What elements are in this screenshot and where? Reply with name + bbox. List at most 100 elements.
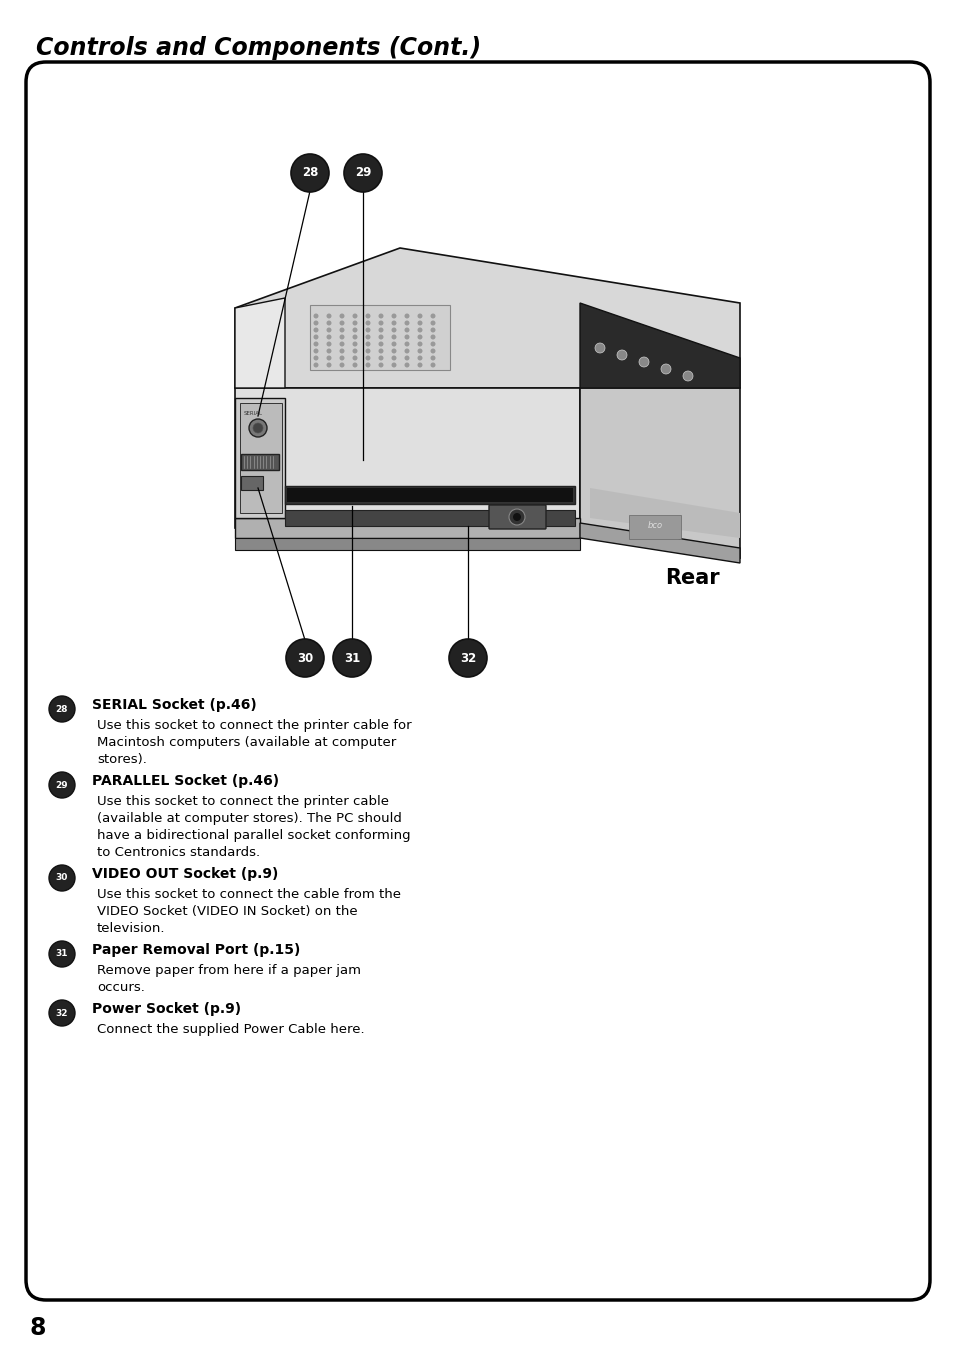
Circle shape	[314, 363, 318, 368]
FancyBboxPatch shape	[310, 306, 450, 369]
Circle shape	[314, 327, 318, 333]
Text: 31: 31	[55, 949, 69, 959]
Polygon shape	[234, 517, 579, 538]
Circle shape	[339, 327, 344, 333]
Circle shape	[378, 363, 383, 368]
Circle shape	[391, 327, 396, 333]
Polygon shape	[234, 398, 285, 517]
Circle shape	[49, 697, 75, 722]
Text: 32: 32	[459, 652, 476, 664]
Circle shape	[339, 320, 344, 326]
Circle shape	[339, 349, 344, 353]
Polygon shape	[234, 538, 579, 550]
Polygon shape	[234, 297, 285, 388]
Text: television.: television.	[97, 922, 165, 936]
Circle shape	[513, 513, 520, 521]
Text: SERIAL Socket (p.46): SERIAL Socket (p.46)	[91, 698, 256, 712]
Circle shape	[430, 314, 435, 319]
Circle shape	[430, 349, 435, 353]
Circle shape	[314, 314, 318, 319]
Text: PARALLEL Socket (p.46): PARALLEL Socket (p.46)	[91, 774, 279, 788]
Circle shape	[378, 341, 383, 346]
Circle shape	[639, 357, 648, 367]
Text: Connect the supplied Power Cable here.: Connect the supplied Power Cable here.	[97, 1023, 364, 1036]
Text: 28: 28	[301, 167, 318, 179]
Circle shape	[391, 314, 396, 319]
Circle shape	[291, 153, 329, 191]
Text: Use this socket to connect the printer cable: Use this socket to connect the printer c…	[97, 794, 389, 808]
Circle shape	[352, 356, 357, 360]
Text: Rear: Rear	[664, 568, 719, 588]
Circle shape	[391, 334, 396, 340]
Circle shape	[430, 334, 435, 340]
Text: Use this socket to connect the cable from the: Use this socket to connect the cable fro…	[97, 888, 400, 900]
Circle shape	[449, 640, 486, 678]
Circle shape	[352, 320, 357, 326]
Circle shape	[430, 363, 435, 368]
Circle shape	[404, 327, 409, 333]
Circle shape	[660, 364, 670, 373]
Circle shape	[352, 314, 357, 319]
Circle shape	[352, 341, 357, 346]
Circle shape	[339, 363, 344, 368]
Circle shape	[49, 865, 75, 891]
Circle shape	[365, 334, 370, 340]
Circle shape	[391, 341, 396, 346]
Circle shape	[378, 334, 383, 340]
FancyBboxPatch shape	[285, 511, 575, 526]
Circle shape	[417, 341, 422, 346]
Text: 30: 30	[56, 873, 68, 883]
Circle shape	[378, 314, 383, 319]
Circle shape	[378, 356, 383, 360]
Circle shape	[326, 334, 331, 340]
Polygon shape	[234, 249, 740, 388]
Circle shape	[430, 327, 435, 333]
Polygon shape	[589, 488, 740, 538]
Text: 32: 32	[55, 1009, 69, 1017]
Polygon shape	[579, 523, 740, 564]
Circle shape	[404, 363, 409, 368]
Text: Paper Removal Port (p.15): Paper Removal Port (p.15)	[91, 942, 300, 957]
Circle shape	[404, 356, 409, 360]
Circle shape	[352, 363, 357, 368]
Circle shape	[417, 320, 422, 326]
Text: stores).: stores).	[97, 752, 147, 766]
Circle shape	[404, 341, 409, 346]
Circle shape	[339, 341, 344, 346]
Circle shape	[391, 320, 396, 326]
Circle shape	[49, 941, 75, 967]
Text: 29: 29	[355, 167, 371, 179]
Circle shape	[314, 320, 318, 326]
Circle shape	[595, 344, 604, 353]
FancyBboxPatch shape	[285, 486, 575, 504]
Text: 29: 29	[55, 781, 69, 789]
Text: SERIAL: SERIAL	[244, 411, 263, 416]
Circle shape	[417, 314, 422, 319]
Circle shape	[365, 341, 370, 346]
Circle shape	[417, 349, 422, 353]
Circle shape	[339, 356, 344, 360]
Circle shape	[404, 314, 409, 319]
Circle shape	[391, 356, 396, 360]
Text: 31: 31	[343, 652, 359, 664]
Circle shape	[430, 341, 435, 346]
Circle shape	[365, 349, 370, 353]
Circle shape	[365, 363, 370, 368]
Circle shape	[253, 422, 263, 433]
Circle shape	[430, 356, 435, 360]
Circle shape	[326, 320, 331, 326]
Text: 30: 30	[296, 652, 313, 664]
Polygon shape	[579, 388, 740, 558]
Circle shape	[417, 327, 422, 333]
Circle shape	[391, 363, 396, 368]
Circle shape	[352, 327, 357, 333]
Circle shape	[378, 349, 383, 353]
Circle shape	[326, 363, 331, 368]
FancyBboxPatch shape	[241, 477, 263, 490]
Circle shape	[378, 320, 383, 326]
Circle shape	[682, 371, 692, 382]
Circle shape	[365, 320, 370, 326]
Text: have a bidirectional parallel socket conforming: have a bidirectional parallel socket con…	[97, 828, 410, 842]
Text: 8: 8	[30, 1316, 47, 1340]
Circle shape	[391, 349, 396, 353]
